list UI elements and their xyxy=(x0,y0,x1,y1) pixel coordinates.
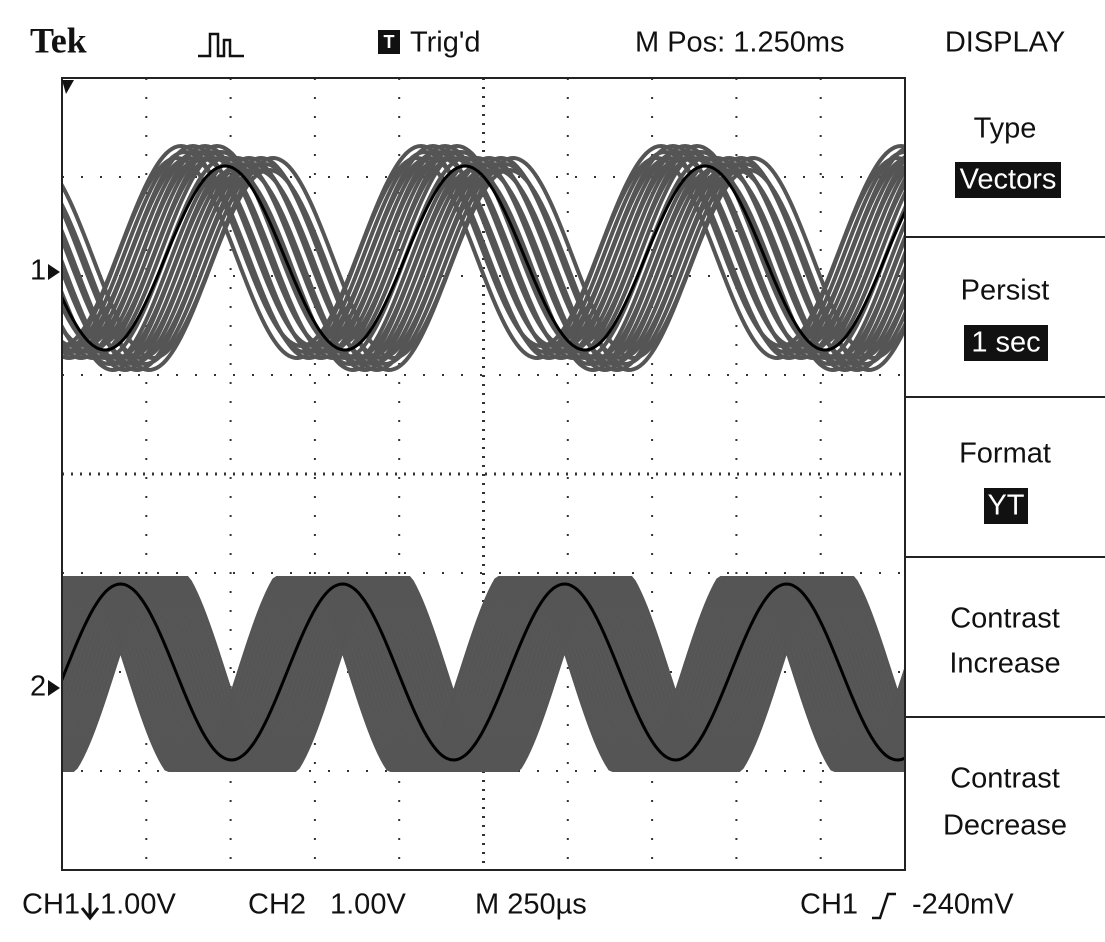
menu-label[interactable]: Contrast xyxy=(950,763,1060,795)
trigger-level: -240mV xyxy=(912,889,1014,921)
brand: Tek xyxy=(30,20,87,60)
background xyxy=(0,0,1105,942)
menu-label[interactable]: Contrast xyxy=(950,603,1060,635)
menu-value[interactable]: Increase xyxy=(949,648,1060,680)
menu-value[interactable]: 1 sec xyxy=(971,327,1040,359)
menu-label[interactable]: Persist xyxy=(961,275,1050,307)
trigger-status: Trig'd xyxy=(410,27,481,59)
ch1-label: CH1 xyxy=(22,889,80,921)
ch2-scale: 1.00V xyxy=(330,889,406,921)
horizontal-position: M Pos: 1.250ms xyxy=(635,27,845,59)
ch1-scale: 1.00V xyxy=(100,889,176,921)
oscilloscope-screen: Tek T Trig'd M Pos: 1.250ms DISPLAY Type… xyxy=(0,0,1105,942)
menu-title: DISPLAY xyxy=(945,27,1065,59)
timebase: M 250µs xyxy=(475,889,587,921)
channel-marker: 2 xyxy=(30,671,46,703)
trigger-icon: T xyxy=(384,32,395,52)
ch2-label: CH2 xyxy=(248,889,306,921)
trigger-source: CH1 xyxy=(800,889,858,921)
menu-value[interactable]: Decrease xyxy=(943,810,1067,842)
menu-value[interactable]: YT xyxy=(987,490,1024,522)
channel-marker: 1 xyxy=(30,255,46,287)
menu-label[interactable]: Format xyxy=(959,438,1051,470)
menu-value[interactable]: Vectors xyxy=(960,164,1057,196)
menu-label[interactable]: Type xyxy=(974,113,1037,145)
